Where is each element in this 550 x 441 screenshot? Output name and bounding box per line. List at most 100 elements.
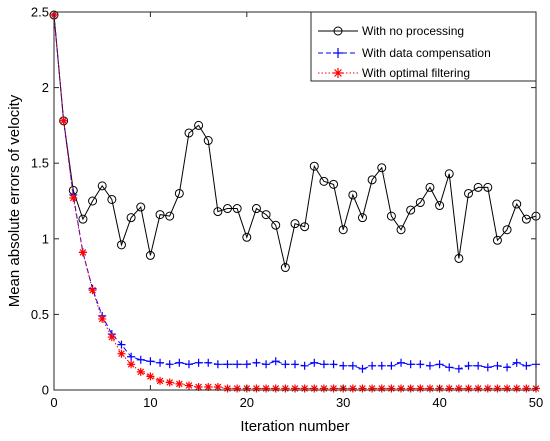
data-point-with-optimal-filtering [416,384,425,393]
data-point-with-optimal-filtering [117,349,126,358]
data-point-with-data-compensation [435,360,444,369]
data-point-with-no-processing [425,182,435,192]
data-point-with-optimal-filtering [358,384,367,393]
data-point-with-no-processing [300,222,310,232]
data-point-with-data-compensation [127,352,136,361]
data-point-with-no-processing [406,205,416,215]
data-point-with-optimal-filtering [503,384,512,393]
data-point-with-optimal-filtering [127,360,136,369]
data-point-with-no-processing [377,163,387,173]
data-point-with-optimal-filtering [156,376,165,385]
data-point-with-optimal-filtering [194,382,203,391]
data-point-with-optimal-filtering [78,248,87,257]
data-point-with-data-compensation [156,358,165,367]
data-point-with-data-compensation [242,360,251,369]
data-point-with-no-processing [367,175,377,185]
data-point-with-no-processing [145,250,155,260]
data-point-with-data-compensation [300,361,309,370]
data-point-with-data-compensation [281,360,290,369]
data-point-with-data-compensation [310,358,319,367]
data-point-with-no-processing [136,202,146,212]
data-point-with-no-processing [521,214,531,224]
data-point-with-no-processing [357,213,367,223]
data-point-with-data-compensation [454,364,463,373]
plot-area-frame [53,11,537,391]
data-point-with-data-compensation [358,364,367,373]
data-point-with-optimal-filtering [377,384,386,393]
y-tick-label: 2 [42,80,49,95]
data-point-with-data-compensation [223,360,232,369]
legend-marker-plus [333,48,343,58]
data-point-with-optimal-filtering [184,381,193,390]
data-point-with-data-compensation [445,363,454,372]
data-point-with-no-processing [261,210,271,220]
data-point-with-data-compensation [136,355,145,364]
data-point-with-optimal-filtering [223,384,232,393]
legend-label-no-processing: With no processing [362,24,464,38]
data-point-with-optimal-filtering [204,382,213,391]
data-point-with-data-compensation [213,360,222,369]
data-point-with-data-compensation [522,361,531,370]
data-point-with-data-compensation [348,361,357,370]
data-point-with-no-processing [223,204,233,214]
data-point-with-no-processing [174,188,184,198]
legend-label-data-compensation: With data compensation [362,46,491,60]
x-tick-label: 0 [50,395,57,410]
data-point-with-optimal-filtering [281,384,290,393]
data-point-with-data-compensation [416,360,425,369]
data-point-with-no-processing [502,225,512,235]
data-point-with-data-compensation [512,358,521,367]
legend-entry-data-compensation: With data compensation [318,46,491,60]
data-point-with-no-processing [213,207,223,217]
y-tick-label: 0.5 [31,307,49,322]
data-point-with-data-compensation [117,340,126,349]
data-point-with-data-compensation [464,361,473,370]
data-point-with-no-processing [107,194,117,204]
data-point-with-data-compensation [406,360,415,369]
data-point-with-no-processing [473,182,483,192]
data-point-with-no-processing [271,220,281,230]
data-point-with-no-processing [319,176,329,186]
data-point-with-optimal-filtering [310,384,319,393]
legend-entry-no-processing: With no processing [318,24,464,38]
legend-entry-optimal-filtering: With optimal filtering [318,66,470,80]
data-point-with-data-compensation [165,360,174,369]
x-tick-label: 30 [336,395,350,410]
data-point-with-no-processing [184,128,194,138]
data-point-with-optimal-filtering [425,384,434,393]
data-point-with-no-processing [512,199,522,209]
data-point-with-data-compensation [493,361,502,370]
data-point-with-data-compensation [377,361,386,370]
data-point-with-data-compensation [368,361,377,370]
data-point-with-optimal-filtering [59,116,68,125]
data-point-with-optimal-filtering [271,384,280,393]
data-point-with-optimal-filtering [319,384,328,393]
data-point-with-no-processing [165,211,175,221]
data-point-with-optimal-filtering [474,384,483,393]
data-point-with-no-processing [232,204,242,214]
data-point-with-no-processing [251,204,261,214]
data-point-with-data-compensation [397,358,406,367]
data-point-with-data-compensation [204,358,213,367]
data-point-with-data-compensation [291,360,299,369]
data-point-with-data-compensation [175,358,184,367]
data-point-with-optimal-filtering [397,384,406,393]
data-point-with-no-processing [396,225,406,235]
x-tick-label: 20 [240,395,254,410]
x-axis-label: Iteration number [240,418,349,435]
data-point-with-no-processing [203,136,213,146]
data-point-with-optimal-filtering [69,193,78,202]
data-point-with-data-compensation [329,360,338,369]
data-point-with-no-processing [329,179,339,189]
legend-box [310,11,537,82]
data-point-with-data-compensation [233,360,242,369]
data-point-with-no-processing [155,210,165,220]
data-point-with-data-compensation [483,363,492,372]
x-tick-label: 50 [529,395,543,410]
data-point-with-no-processing [97,181,107,191]
data-point-with-data-compensation [194,358,203,367]
data-point-with-no-processing [454,253,464,263]
data-point-with-optimal-filtering [98,314,107,323]
data-point-with-no-processing [435,201,445,211]
